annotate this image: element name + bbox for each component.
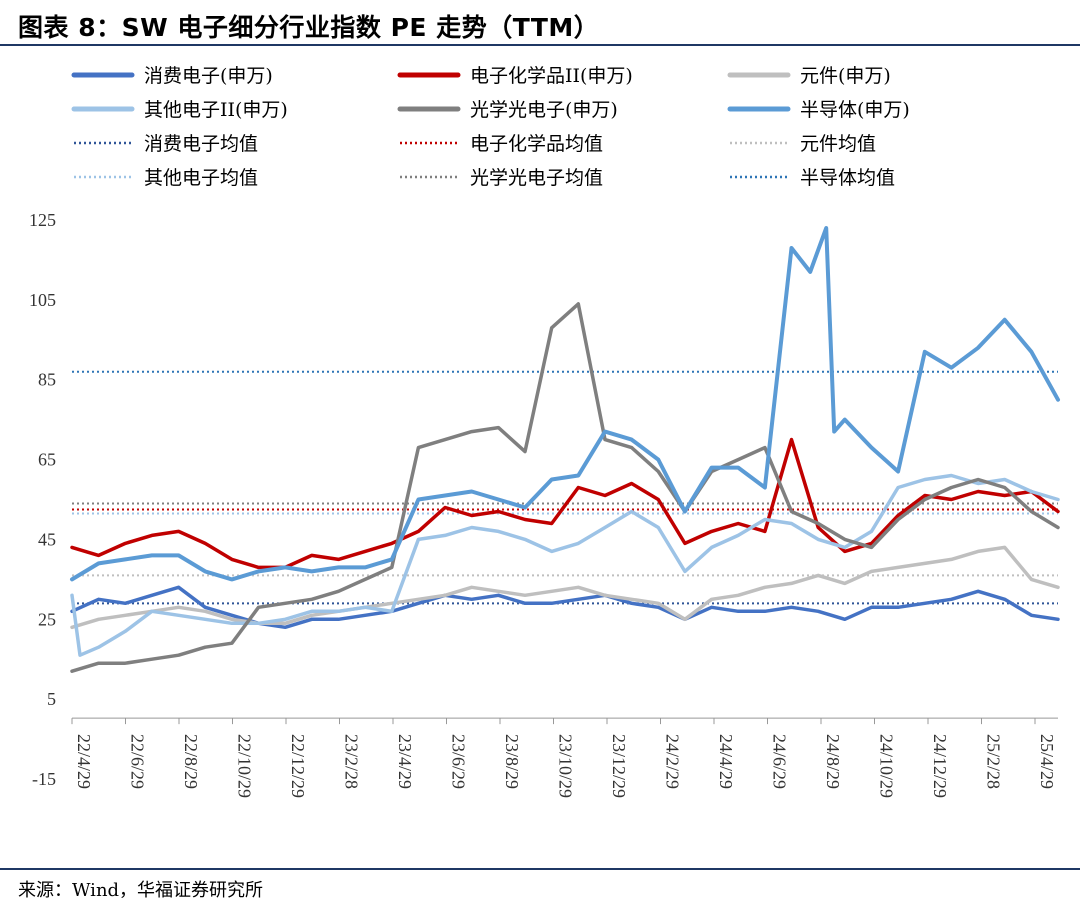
legend-item-元件均值: 元件均值	[730, 133, 876, 155]
legend-item-半导体: 半导体(申万)	[727, 99, 910, 121]
legend-item-光学光电子均值: 光学光电子均值	[400, 167, 603, 189]
x-tick-label: 22/10/29	[235, 734, 255, 798]
x-tick-label: 22/8/29	[181, 734, 201, 789]
x-tick-label: 23/12/29	[609, 734, 629, 798]
chart-title: 图表 8：SW 电子细分行业指数 PE 走势（TTM）	[18, 13, 600, 42]
x-tick-label: 23/8/29	[502, 734, 522, 789]
y-axis: 125 105 85 65 45 25 5 -15	[29, 210, 56, 789]
legend-label: 其他电子II(申万)	[144, 99, 288, 121]
legend-label: 半导体(申万)	[800, 99, 910, 121]
y-tick-label: 5	[47, 689, 56, 709]
x-tick-label: 24/8/29	[823, 734, 843, 789]
x-tick-label: 23/4/29	[395, 734, 415, 789]
source-note: 来源：Wind，华福证券研究所	[18, 880, 264, 901]
legend-label: 半导体均值	[800, 167, 895, 189]
series-line-光学光电子	[70, 302, 1060, 673]
y-tick-label: 105	[29, 290, 56, 310]
series-line-电子化学品II	[70, 437, 1060, 570]
y-tick-label: 125	[29, 210, 56, 230]
legend-item-其他电子II: 其他电子II(申万)	[71, 99, 288, 121]
legend-item-消费电子: 消费电子(申万)	[71, 65, 273, 87]
title-divider	[0, 44, 1080, 46]
legend-label: 消费电子(申万)	[144, 65, 273, 87]
x-tick-label: 22/6/29	[128, 734, 148, 789]
x-axis: 22/4/29 22/6/29 22/8/29 22/10/29 22/12/29 23/…	[71, 717, 1058, 798]
legend-item-电子化学品均值: 电子化学品均值	[400, 133, 603, 155]
x-tick-label: 25/4/29	[1037, 734, 1057, 789]
series-line-半导体	[70, 226, 1060, 582]
series-lines	[70, 226, 1060, 673]
x-tick-label: 22/12/29	[288, 734, 308, 798]
legend-item-半导体均值: 半导体均值	[730, 167, 895, 189]
legend-label: 其他电子均值	[144, 167, 258, 189]
footer-divider	[0, 868, 1080, 870]
x-tick-label: 23/10/29	[556, 734, 576, 798]
legend-label: 消费电子均值	[144, 133, 258, 155]
legend-label: 元件均值	[800, 133, 876, 155]
x-tick-label: 22/4/29	[74, 734, 94, 789]
legend-item-电子化学品II: 电子化学品II(申万)	[397, 65, 633, 87]
legend-label: 光学光电子(申万)	[470, 99, 618, 121]
x-tick-label: 24/10/29	[877, 734, 897, 798]
legend-item-消费电子均值: 消费电子均值	[74, 133, 258, 155]
series-line-其他电子II	[70, 473, 1060, 657]
y-tick-label: 25	[38, 609, 56, 629]
mean-lines	[72, 370, 1058, 605]
y-tick-label: -15	[32, 769, 56, 789]
legend-item-元件: 元件(申万)	[727, 65, 891, 87]
x-tick-label: 23/2/28	[342, 734, 362, 789]
y-tick-label: 45	[38, 529, 56, 549]
legend-label: 电子化学品II(申万)	[470, 65, 633, 87]
y-tick-label: 65	[38, 450, 56, 470]
series-line-消费电子	[70, 585, 1060, 630]
x-tick-label: 23/6/29	[449, 734, 469, 789]
legend-item-其他电子均值: 其他电子均值	[74, 167, 258, 189]
legend-label: 光学光电子均值	[470, 167, 603, 189]
x-tick-label: 24/6/29	[770, 734, 790, 789]
x-tick-label: 24/12/29	[930, 734, 950, 798]
x-tick-label: 25/2/28	[984, 734, 1004, 789]
chart-legend: 消费电子(申万) 电子化学品II(申万) 元件(申万) 其他电子II(申万) 光学光电子…	[71, 65, 910, 189]
legend-label: 元件(申万)	[800, 65, 891, 87]
legend-label: 电子化学品均值	[470, 133, 603, 155]
legend-item-光学光电子: 光学光电子(申万)	[397, 99, 618, 121]
series-line-元件	[70, 545, 1060, 630]
x-tick-label: 24/4/29	[716, 734, 736, 789]
y-tick-label: 85	[38, 370, 56, 390]
x-tick-label: 24/2/29	[663, 734, 683, 789]
